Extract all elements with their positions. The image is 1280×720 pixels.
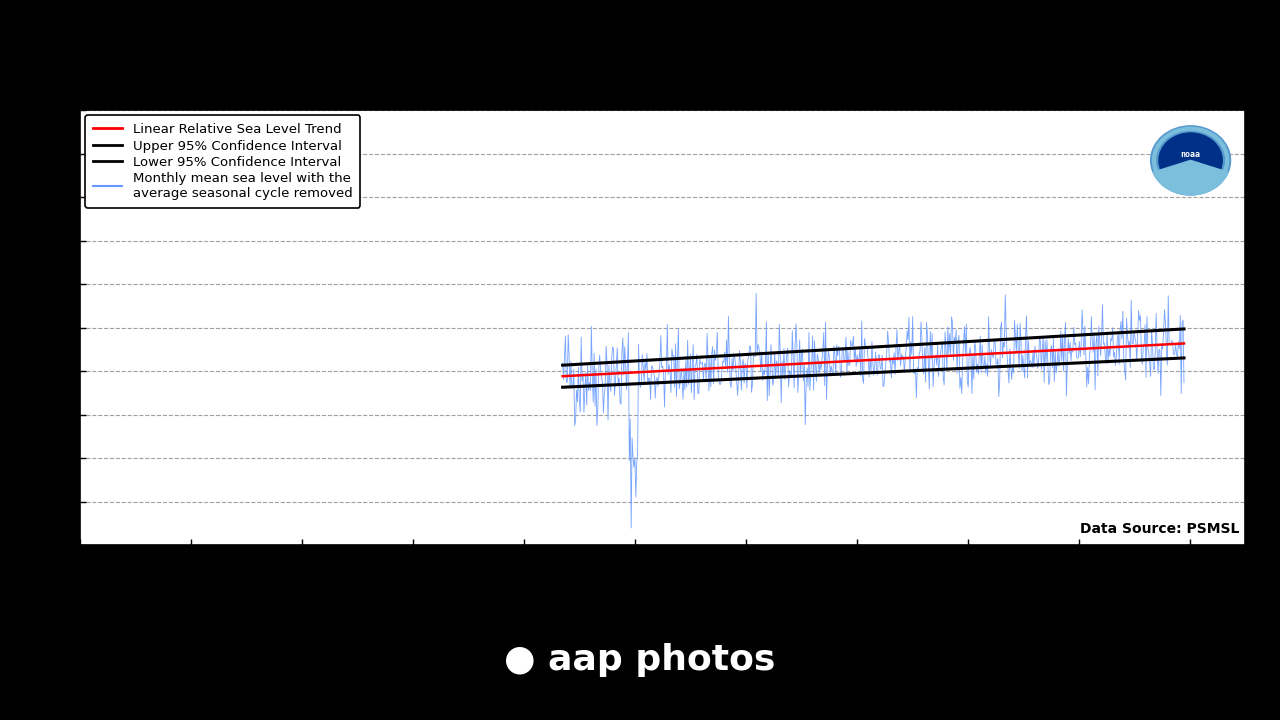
Circle shape (1151, 126, 1230, 195)
Text: ● aap photos: ● aap photos (504, 643, 776, 677)
Legend: Linear Relative Sea Level Trend, Upper 95% Confidence Interval, Lower 95% Confid: Linear Relative Sea Level Trend, Upper 9… (86, 115, 361, 208)
Text: 2.35 +/-  1.05 mm/yr: 2.35 +/- 1.05 mm/yr (767, 85, 974, 103)
Y-axis label: Meters: Meters (22, 297, 37, 357)
Text: Data Source: PSMSL: Data Source: PSMSL (1080, 522, 1239, 536)
Text: noaa: noaa (1180, 150, 1201, 159)
Text: 874-092 Ilha Fiscal, Brazil: 874-092 Ilha Fiscal, Brazil (356, 85, 617, 103)
Circle shape (1158, 133, 1222, 188)
Wedge shape (1153, 161, 1228, 195)
